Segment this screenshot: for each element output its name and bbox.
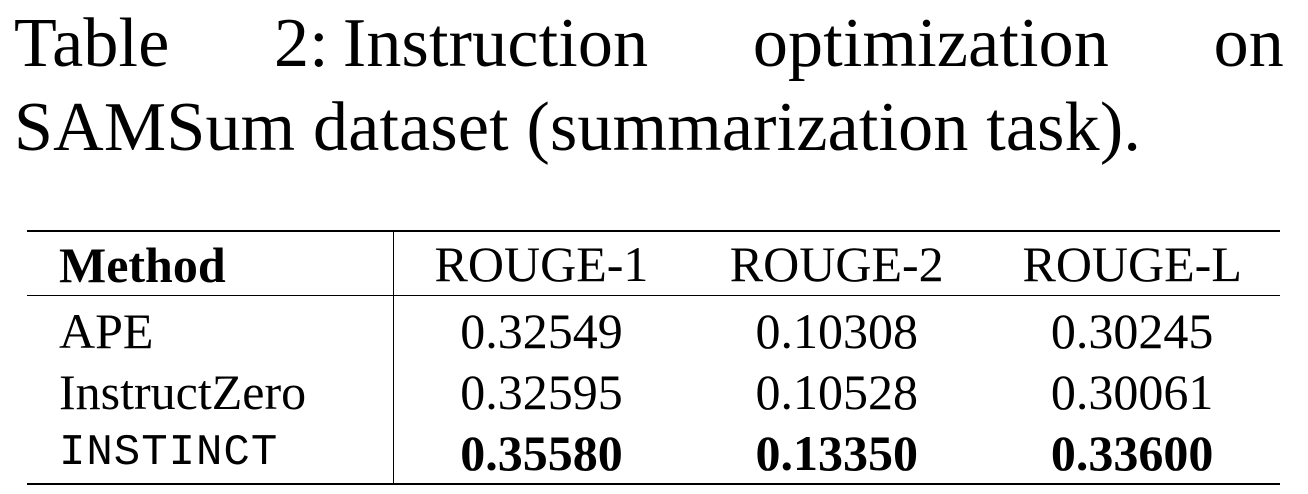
rouge-1-cell: 0.32595: [460, 363, 623, 420]
table-header-row: Method ROUGE-1 ROUGE-2 ROUGE-L: [27, 231, 1280, 296]
table-caption: Table 2: Instruction optimization on SAMS…: [14, 2, 1284, 170]
rouge-l-cell: 0.30061: [1050, 363, 1214, 420]
method-cell: InstructZero: [27, 361, 394, 422]
caption-text: Instruction optimization on SAMSum datas…: [14, 5, 1284, 166]
rouge-l-cell-best: 0.33600: [1050, 424, 1214, 481]
method-cell: INSTINCT: [27, 422, 394, 484]
table-row: InstructZero 0.32595 0.10528 0.30061: [27, 361, 1280, 422]
caption-label: Table 2:: [14, 5, 329, 82]
rouge-2-cell: 0.10308: [755, 302, 918, 359]
header-rouge-l: ROUGE-L: [1022, 235, 1242, 292]
rouge-1-cell: 0.32549: [460, 302, 623, 359]
rouge-l-cell: 0.30245: [1050, 302, 1214, 359]
header-rouge-1: ROUGE-1: [434, 235, 649, 292]
table-row: INSTINCT 0.35580 0.13350 0.33600: [27, 422, 1280, 484]
method-cell: APE: [27, 295, 394, 361]
header-method: Method: [27, 231, 394, 296]
results-table: Method ROUGE-1 ROUGE-2 ROUGE-L APE 0.325…: [27, 230, 1280, 485]
rouge-1-cell-best: 0.35580: [460, 424, 623, 481]
rouge-2-cell-best: 0.13350: [755, 424, 918, 481]
rouge-2-cell: 0.10528: [755, 363, 918, 420]
header-rouge-2: ROUGE-2: [729, 235, 944, 292]
table-row: APE 0.32549 0.10308 0.30245: [27, 295, 1280, 361]
